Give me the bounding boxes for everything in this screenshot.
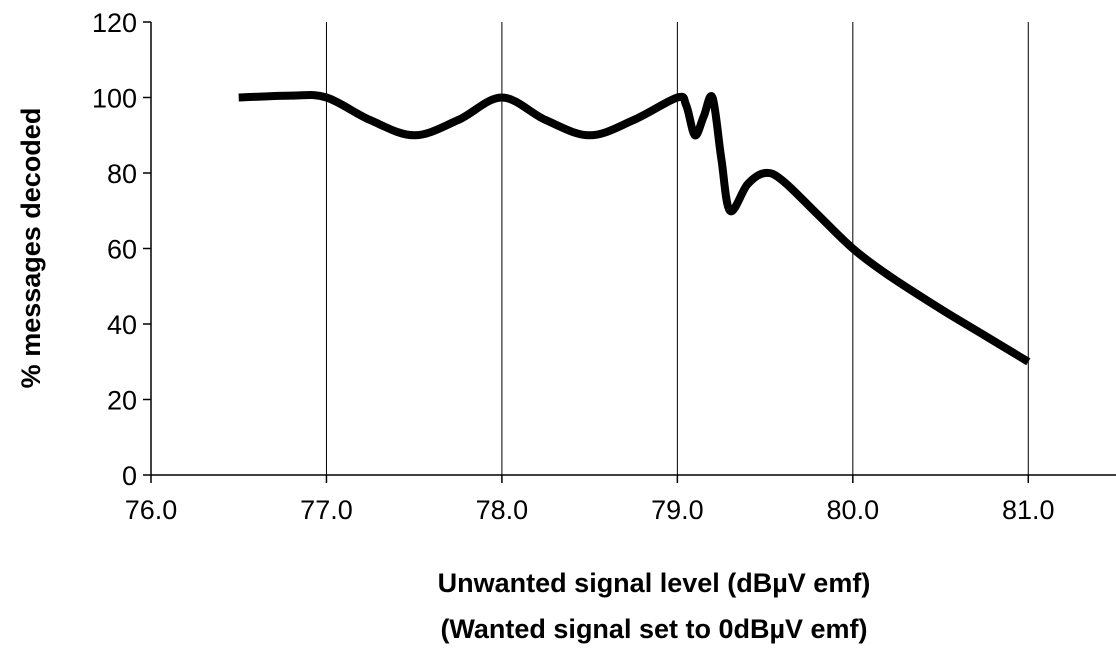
y-tick-label: 120 (92, 8, 137, 38)
axes (150, 22, 1116, 476)
x-tick-label: 77.0 (300, 495, 353, 525)
y-tick-label: 60 (107, 235, 137, 265)
x-tick-label: 80.0 (827, 495, 880, 525)
vertical-gridlines (325, 22, 1029, 475)
x-tick-label: 79.0 (651, 495, 704, 525)
y-axis-ticks: 0 20 40 60 80 100 120 (92, 8, 151, 491)
y-axis-title: % messages decoded (16, 108, 46, 389)
y-tick-label: 100 (92, 84, 137, 114)
x-tick-label: 78.0 (476, 495, 529, 525)
y-tick-label: 80 (107, 159, 137, 189)
x-tick-label: 81.0 (1002, 495, 1055, 525)
y-tick-label: 40 (107, 310, 137, 340)
y-tick-label: 0 (122, 461, 137, 491)
series-group (238, 91, 1031, 366)
x-axis-subtitle: (Wanted signal set to 0dBµV emf) (440, 614, 867, 644)
series-line (238, 91, 1031, 366)
x-tick-label: 76.0 (125, 495, 178, 525)
x-axis-ticks: 76.0 77.0 78.0 79.0 80.0 81.0 (125, 475, 1055, 525)
x-axis-title: Unwanted signal level (dBµV emf) (438, 568, 871, 598)
y-tick-label: 20 (107, 386, 137, 416)
